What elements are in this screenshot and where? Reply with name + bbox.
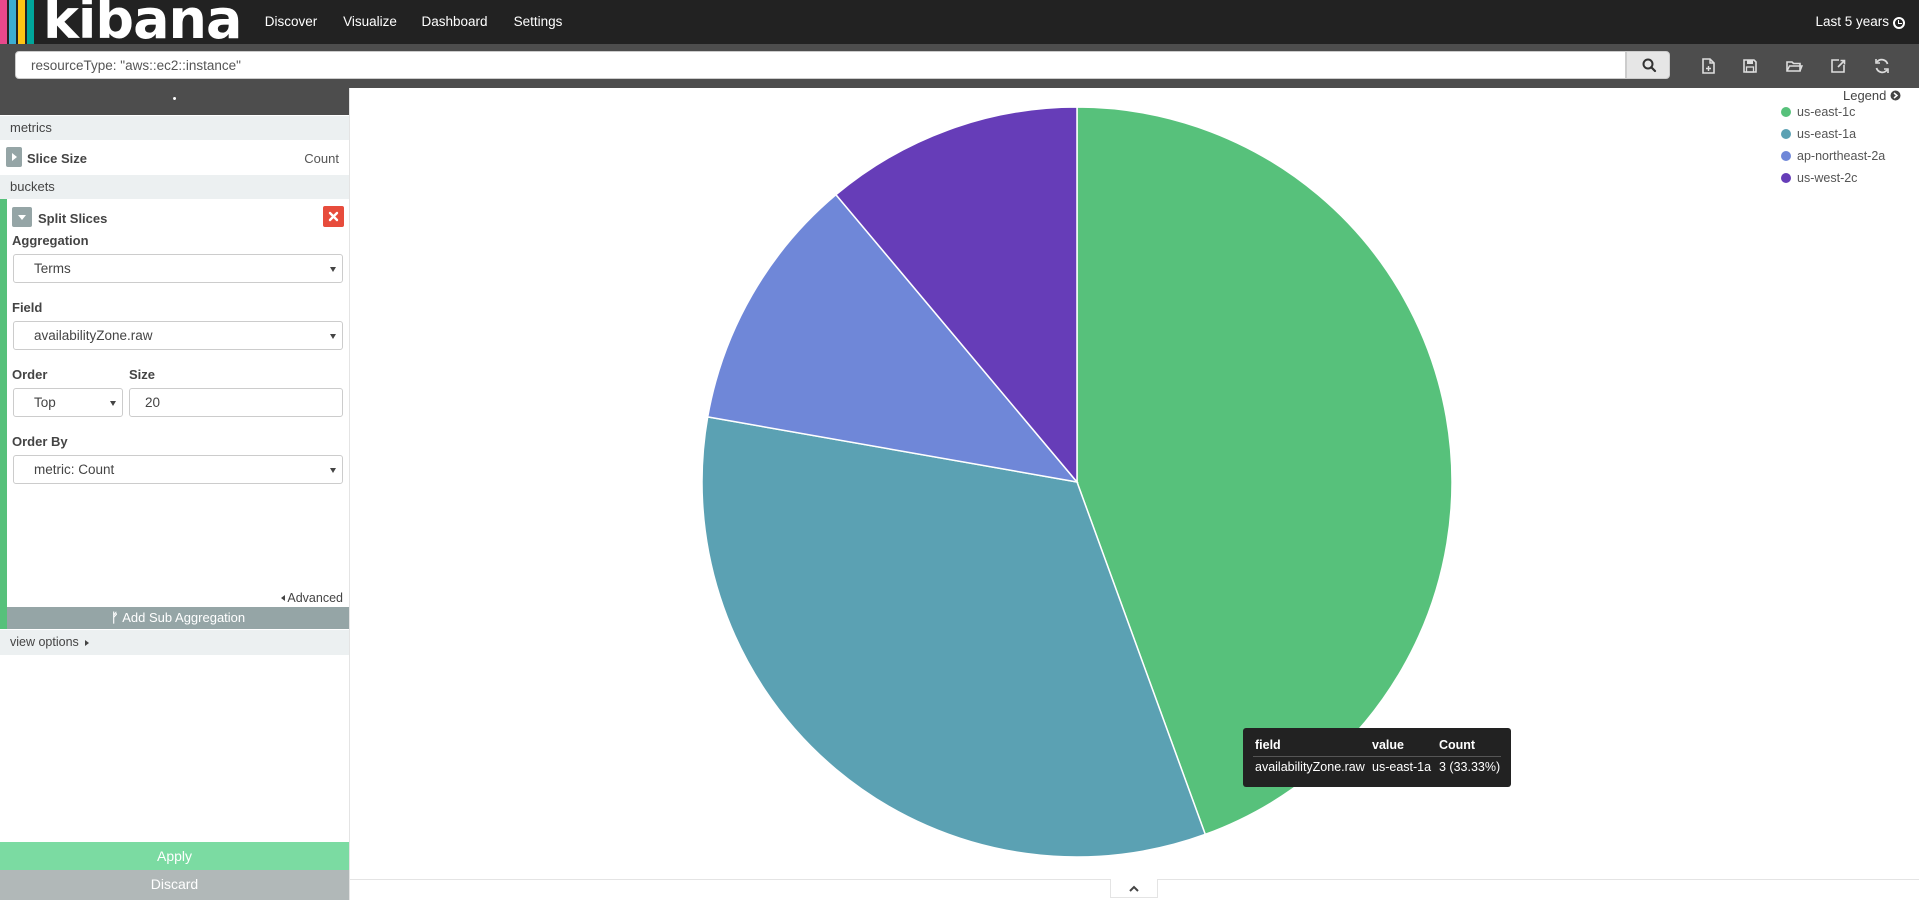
logo-wordmark: kibana	[43, 0, 242, 51]
pie-chart	[701, 106, 1453, 858]
dropdown-arrow-icon	[330, 267, 336, 272]
sidebar-collapse-handle[interactable]: •	[0, 88, 349, 115]
field-select[interactable]: availabilityZone.raw	[13, 321, 343, 350]
order-label: Order	[12, 367, 48, 382]
branch-icon: ᚠ	[110, 610, 119, 625]
tooltip-divider	[1253, 756, 1501, 757]
field-label: Field	[12, 300, 43, 315]
aggregation-select[interactable]: Terms	[13, 254, 343, 283]
tooltip-header-count: Count	[1439, 738, 1476, 752]
visualization-editor-sidebar: • metrics Slice Size Count buckets Split…	[0, 88, 350, 900]
expand-caret-icon[interactable]	[6, 147, 22, 167]
chart-tooltip: field value Count availabilityZone.raw u…	[1243, 728, 1511, 787]
tooltip-header-value: value	[1372, 738, 1404, 752]
tab-dashboard[interactable]: Dashboard	[421, 14, 488, 29]
pie-slice-us-west-2c[interactable]	[834, 106, 1078, 485]
visualization-canvas: Legend us-east-1c us-east-1a ap-northeas…	[350, 88, 1919, 900]
top-nav-bar: kibana Discover Visualize Dashboard Sett…	[0, 0, 1919, 50]
dropdown-arrow-icon	[330, 334, 336, 339]
aggregation-label: Aggregation	[12, 233, 89, 248]
search-button[interactable]	[1626, 51, 1670, 79]
metrics-section-header: metrics	[0, 116, 349, 140]
legend-toggle-label: Legend	[1842, 88, 1887, 103]
advanced-toggle[interactable]: Advanced	[281, 591, 343, 605]
view-options-toggle[interactable]: view options	[0, 630, 349, 655]
advanced-label: Advanced	[287, 591, 343, 605]
legend-item-label: us-west-2c	[1797, 171, 1858, 185]
caret-left-icon	[281, 595, 286, 601]
aggregation-value: Terms	[34, 261, 71, 276]
order-by-label: Order By	[12, 434, 68, 449]
pie-slice-ap-northeast-2a[interactable]	[706, 193, 1079, 484]
apply-button[interactable]: Apply	[0, 842, 349, 870]
share-icon[interactable]	[1826, 54, 1850, 78]
field-value: availabilityZone.raw	[34, 328, 153, 343]
dropdown-arrow-icon	[110, 401, 116, 406]
new-visualization-icon[interactable]	[1696, 54, 1720, 78]
discard-button[interactable]: Discard	[0, 870, 349, 900]
dropdown-arrow-icon	[330, 468, 336, 473]
legend-item[interactable]: us-east-1c	[1781, 105, 1855, 119]
tooltip-count: 3 (33.33%)	[1439, 760, 1501, 774]
bucket-title: Split Slices	[38, 211, 108, 226]
legend-item[interactable]: ap-northeast-2a	[1781, 149, 1885, 163]
order-by-select[interactable]: metric: Count	[13, 455, 343, 484]
add-sub-aggregation-label: Add Sub Aggregation	[122, 610, 246, 625]
tooltip-value: us-east-1a	[1372, 760, 1432, 774]
view-options-label: view options	[10, 635, 79, 649]
add-sub-aggregation-button[interactable]: ᚠ Add Sub Aggregation	[7, 607, 349, 629]
kibana-logo[interactable]: kibana	[0, 0, 244, 50]
legend-toggle[interactable]: Legend	[1843, 88, 1901, 103]
time-range-label: Last 5 years	[1815, 14, 1889, 29]
search-input[interactable]	[15, 51, 1626, 79]
tooltip-header-field: field	[1255, 738, 1281, 752]
size-input[interactable]	[129, 388, 343, 417]
metric-row[interactable]: Slice Size Count	[0, 140, 349, 174]
legend-color-dot	[1781, 151, 1791, 161]
refresh-icon[interactable]	[1870, 54, 1894, 78]
tab-visualize[interactable]: Visualize	[343, 14, 397, 29]
spy-panel-toggle[interactable]	[1110, 879, 1158, 898]
metric-label: Slice Size	[27, 151, 87, 166]
legend-item-label: ap-northeast-2a	[1797, 149, 1886, 163]
legend-item-label: us-east-1c	[1797, 105, 1856, 119]
open-icon[interactable]	[1782, 54, 1806, 78]
bucket-panel: Split Slices Aggregation Terms Field ava…	[0, 199, 349, 629]
query-bar	[0, 44, 1919, 88]
legend-color-dot	[1781, 129, 1791, 139]
legend-item[interactable]: us-west-2c	[1781, 171, 1857, 185]
order-by-value: metric: Count	[34, 462, 115, 477]
remove-bucket-button[interactable]	[323, 206, 344, 227]
tab-discover[interactable]: Discover	[264, 14, 318, 29]
close-icon	[328, 211, 339, 222]
pie-slice-us-east-1a[interactable]	[701, 416, 1207, 858]
search-icon	[1642, 58, 1657, 73]
legend-toggle-icon	[1890, 90, 1901, 101]
caret-right-icon	[85, 640, 90, 646]
order-value: Top	[34, 395, 56, 410]
clock-icon	[1893, 17, 1905, 29]
tab-settings[interactable]: Settings	[513, 14, 563, 29]
chevron-up-icon	[1129, 885, 1139, 892]
legend-item-label: us-east-1a	[1797, 127, 1857, 141]
legend-color-dot	[1781, 107, 1791, 117]
order-select[interactable]: Top	[13, 388, 123, 417]
buckets-section-header: buckets	[0, 175, 349, 199]
save-icon[interactable]	[1738, 54, 1762, 78]
bucket-color-strip	[0, 199, 7, 629]
legend-item[interactable]: us-east-1a	[1781, 127, 1856, 141]
time-picker[interactable]: Last 5 years	[1815, 0, 1905, 44]
collapse-caret-icon[interactable]	[12, 207, 32, 227]
legend-color-dot	[1781, 173, 1791, 183]
metric-type: Count	[304, 151, 339, 166]
tooltip-field: availabilityZone.raw	[1255, 760, 1365, 774]
size-label: Size	[129, 367, 156, 382]
